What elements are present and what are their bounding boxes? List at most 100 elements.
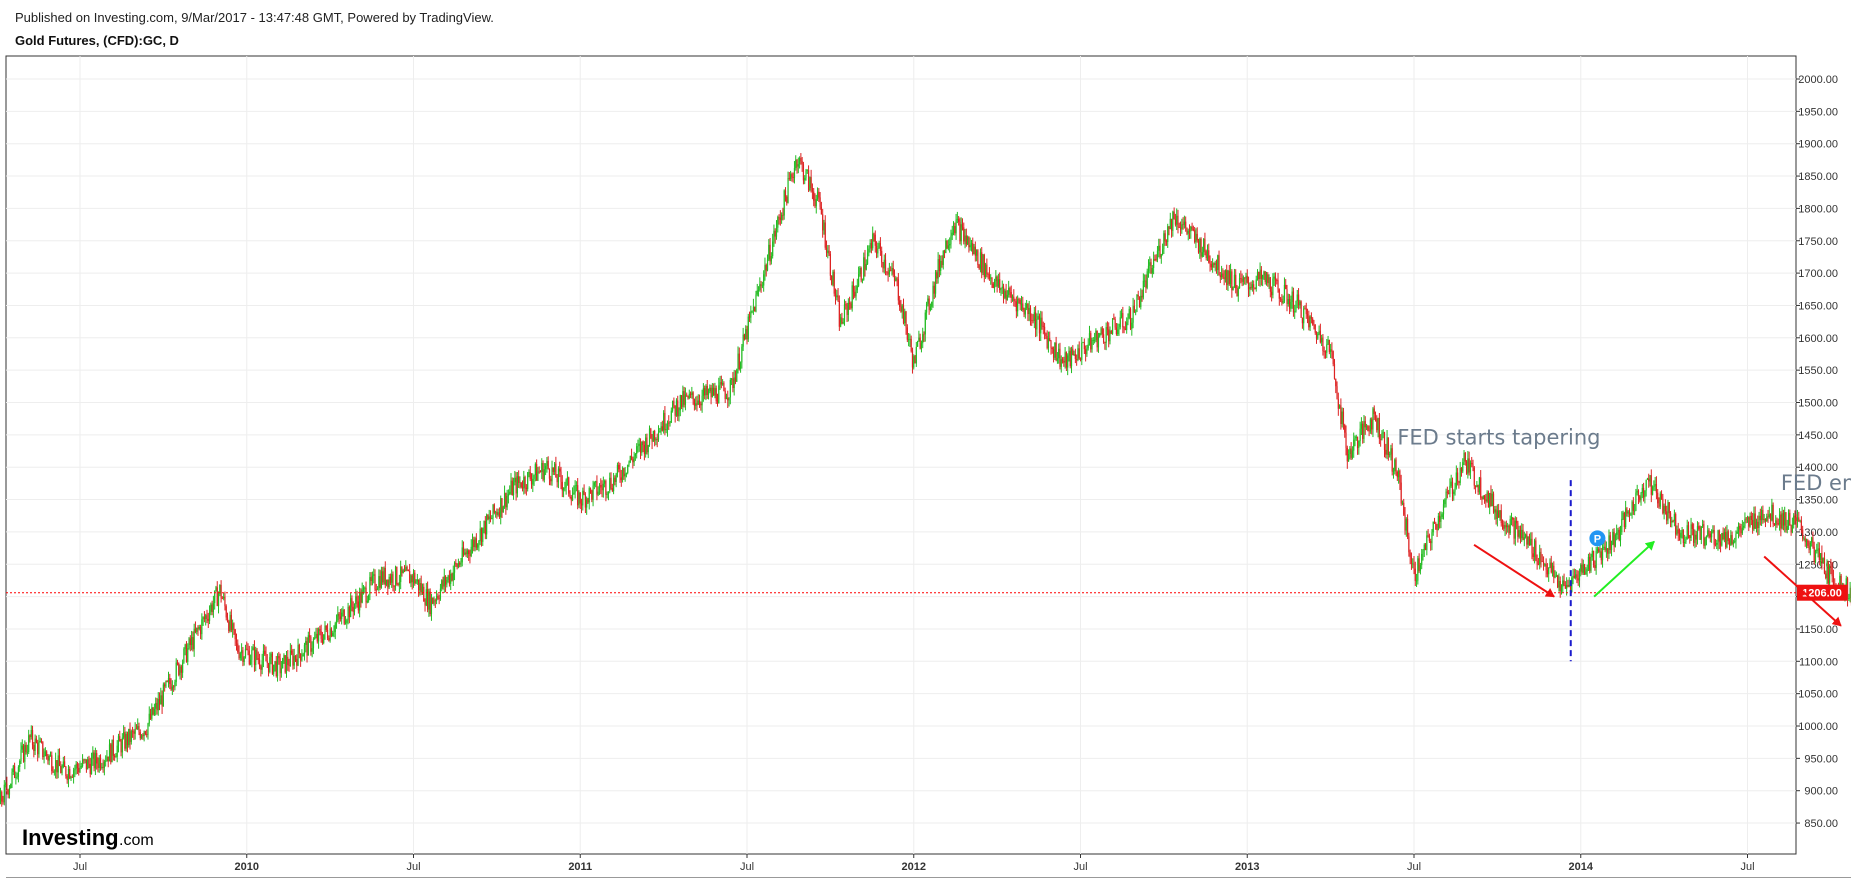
candle-body [875,245,878,254]
candle-body [421,586,424,593]
candle-body [1435,523,1437,530]
candle-body [1489,492,1491,508]
candle-body [1323,351,1325,352]
candle-body [638,443,640,446]
candle-body [905,311,907,328]
candle-body [710,387,712,397]
candle-body [1194,230,1196,243]
candle-body [11,771,13,784]
candle-body [405,566,407,572]
candle-body [341,612,343,620]
candle-body [1374,414,1377,419]
candle-body [53,771,55,773]
candle-body [1195,233,1197,243]
candle-body [292,653,294,666]
candle-body [1255,279,1257,289]
candle-body [1526,534,1528,545]
candle-body [298,644,300,654]
candle-body [1771,504,1773,521]
candle-body [1065,352,1067,368]
candle-body [1590,557,1592,571]
candle-body [1735,533,1737,542]
logo-text: Investing [22,825,119,850]
candle-body [1297,294,1300,306]
candle-body [1296,294,1298,302]
candle-body [1471,462,1473,465]
candle-body [1846,578,1849,600]
candle-body [1581,564,1583,573]
candle-body [176,662,179,664]
candle-body [1231,271,1233,291]
candle-body [1803,538,1805,540]
candle-body [928,298,930,310]
candle-body [639,443,642,453]
candle-body [757,290,760,291]
candle-body [637,445,639,447]
candle-body [70,776,72,779]
candle-body [450,573,452,584]
candle-body [1643,487,1645,498]
candle-body [75,763,77,769]
candle-body [943,250,946,253]
candle-body [211,604,213,613]
candle-body [1754,513,1756,529]
candle-body [129,728,131,742]
candle-body [1766,516,1768,522]
candle-body [453,562,456,573]
candle-body [711,387,713,397]
candle-body [1476,485,1478,488]
candle-body [615,473,617,482]
candle-body [1312,318,1314,325]
candle-body [207,618,209,621]
candle-body [705,385,707,396]
candle-body [524,477,526,488]
candle-body [1664,505,1667,512]
candle-body [1413,563,1415,569]
candle-body [982,254,984,273]
candle-body [1294,311,1296,313]
candle-body [1122,313,1124,328]
candle-body [1094,339,1096,341]
candle-body [1702,524,1704,527]
candle-body [257,658,259,660]
candle-body [287,656,289,666]
candle-body [1115,327,1118,335]
candle-body [29,735,31,738]
candle-body [473,539,475,548]
candle-body [597,491,599,495]
candle-body [674,405,676,416]
candle-body [692,392,694,400]
candle-body [361,589,363,603]
candle-body [673,400,675,406]
candle-body [156,703,158,711]
candle-body [972,243,974,255]
candle-body [1682,529,1684,544]
candle-body [759,284,761,291]
candle-body [296,658,298,666]
candle-body [389,576,392,583]
candle-body [1165,241,1168,243]
candle-body [1828,566,1831,584]
candle-body [1005,290,1007,301]
candle-body [1173,211,1175,220]
candle-body [795,159,797,169]
candle-body [750,311,752,318]
candle-body [964,235,966,242]
candle-body [1147,265,1150,272]
candle-body [1849,587,1851,599]
y-tick-label: 1650.00 [1798,300,1838,312]
candle-body [591,490,593,500]
candle-body [1174,219,1177,225]
candle-body [1345,432,1347,448]
candle-body [1613,531,1615,547]
candle-body [1578,571,1581,581]
y-tick-label: 1800.00 [1798,203,1838,215]
candle-body [157,699,159,711]
candle-body [1111,318,1114,334]
candle-body [1085,349,1087,355]
candle-body [505,493,507,508]
candle-body [1033,312,1035,322]
candle-body [1560,586,1563,592]
candle-body [1209,262,1211,265]
